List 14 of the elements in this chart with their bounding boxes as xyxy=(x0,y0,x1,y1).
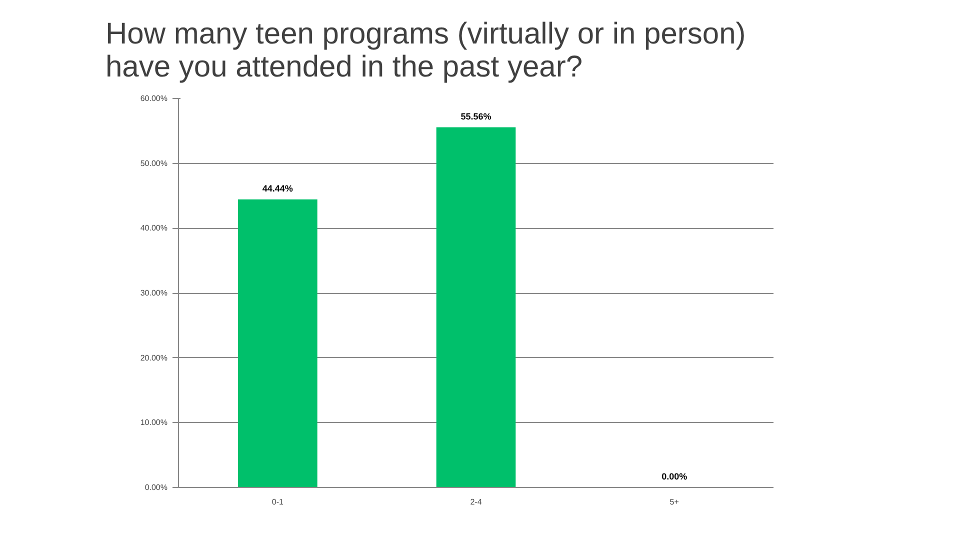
x-tick-label: 5+ xyxy=(670,498,680,506)
y-tick-label: 30.00% xyxy=(140,288,168,298)
y-tick-label: 0.00% xyxy=(144,483,168,492)
y-tick-label: 60.00% xyxy=(140,94,168,103)
x-tick-label: 2-4 xyxy=(470,498,482,506)
data-label: 44.44% xyxy=(262,183,293,194)
x-tick-label: 0-1 xyxy=(272,498,284,506)
chart-title: How many teen programs (virtually or in person) have you attended in the past year? xyxy=(106,18,746,84)
data-label: 55.56% xyxy=(460,111,492,122)
y-tick-label: 50.00% xyxy=(140,158,168,168)
y-tick-label: 20.00% xyxy=(140,353,168,362)
data-label: 0.00% xyxy=(662,472,688,482)
y-tick-label: 10.00% xyxy=(140,418,168,428)
y-tick-label: 40.00% xyxy=(140,224,168,233)
